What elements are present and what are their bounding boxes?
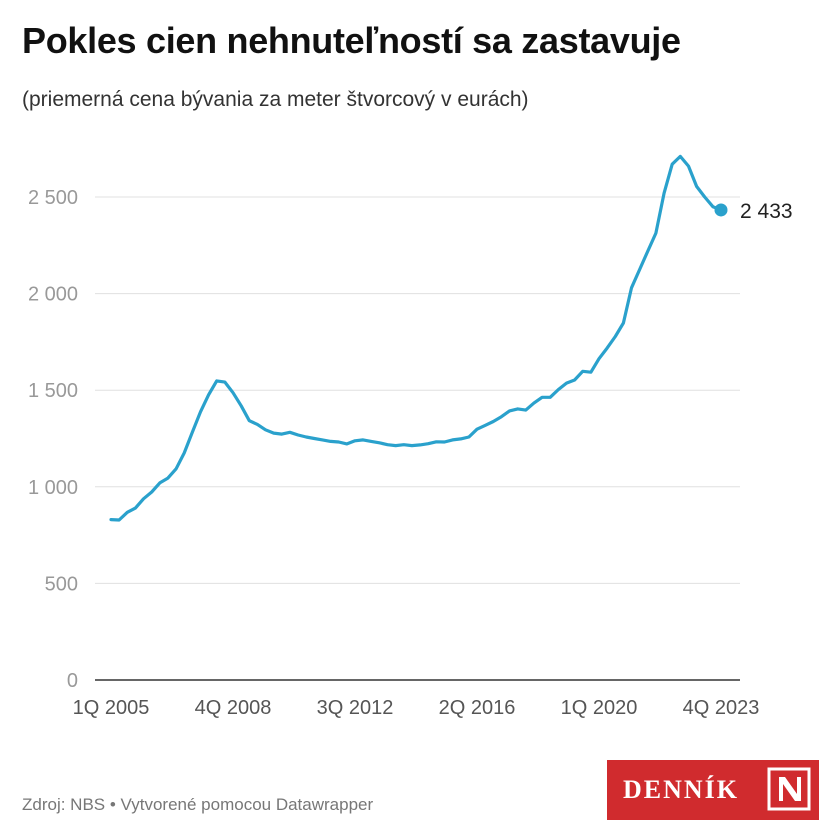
logo-wordmark: DENNÍK (623, 775, 740, 804)
x-tick-label: 2Q 2016 (439, 697, 516, 719)
y-tick-label: 0 (67, 670, 78, 692)
x-tick-label: 4Q 2008 (195, 697, 272, 719)
source-note: Zdroj: NBS • Vytvorené pomocou Datawrapp… (22, 795, 374, 814)
n-logo-icon (767, 767, 811, 811)
x-tick-label: 1Q 2005 (73, 697, 150, 719)
end-marker: 2 433 (714, 200, 793, 223)
y-tick-label: 2 500 (28, 187, 78, 209)
series-layer (109, 154, 723, 522)
gridlines (95, 196, 740, 681)
x-tick-label: 4Q 2023 (683, 697, 760, 719)
y-tick-label: 500 (45, 573, 78, 595)
y-tick-label: 2 000 (28, 284, 78, 306)
end-point (714, 203, 728, 217)
price-line-series (109, 154, 723, 522)
chart-title: Pokles cien nehnuteľností sa zastavuje (22, 20, 681, 61)
chart-subtitle: (priemerná cena bývania za meter štvorco… (22, 88, 529, 111)
end-value-label: 2 433 (740, 200, 793, 223)
dennik-n-logo[interactable]: DENNÍK (607, 760, 819, 820)
x-axis-tick-labels: 1Q 2005 4Q 2008 3Q 2012 2Q 2016 1Q 2020 4Q 20… (73, 697, 760, 719)
x-tick-label: 1Q 2020 (561, 697, 638, 719)
y-axis-tick-labels: 0 500 1 000 1 500 2 000 2 500 (28, 187, 78, 692)
x-tick-label: 3Q 2012 (317, 697, 394, 719)
y-tick-label: 1 000 (28, 477, 78, 499)
y-tick-label: 1 500 (28, 380, 78, 402)
